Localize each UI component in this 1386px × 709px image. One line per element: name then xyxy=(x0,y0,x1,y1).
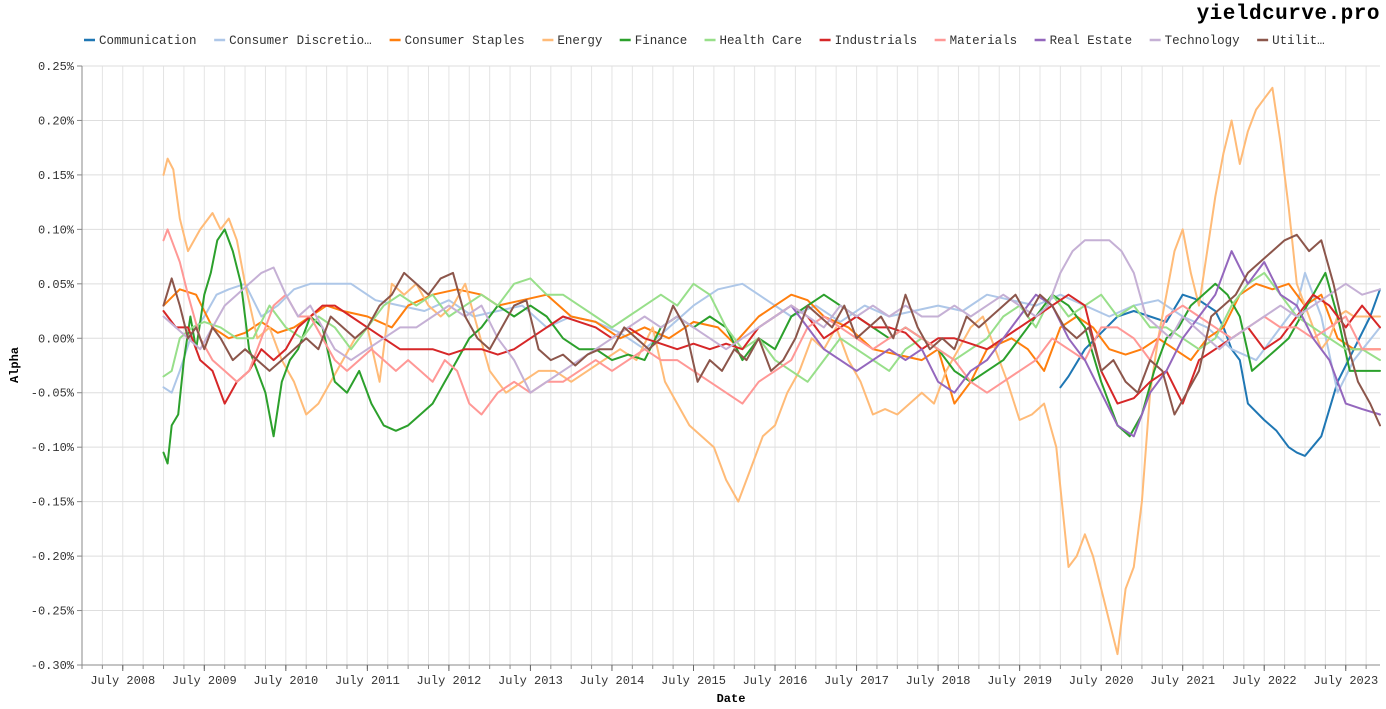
legend-label-health-care: Health Care xyxy=(720,34,803,48)
x-tick-label: July 2018 xyxy=(906,674,971,688)
y-tick-label: -0.20% xyxy=(31,550,75,564)
y-tick-label: -0.10% xyxy=(31,441,75,455)
x-tick-label: July 2021 xyxy=(1150,674,1215,688)
y-tick-label: -0.30% xyxy=(31,659,75,673)
y-tick-label: 0.15% xyxy=(38,169,75,183)
y-tick-label: 0.10% xyxy=(38,223,75,237)
legend-label-communication: Communication xyxy=(99,34,197,48)
y-tick-label: 0.00% xyxy=(38,332,75,346)
legend-label-real-estate: Real Estate xyxy=(1050,34,1133,48)
legend-label-finance: Finance xyxy=(635,34,688,48)
x-tick-label: July 2015 xyxy=(661,674,726,688)
y-tick-label: 0.25% xyxy=(38,60,75,74)
y-tick-label: -0.25% xyxy=(31,605,75,619)
legend-label-consumer-discretionary: Consumer Discretio… xyxy=(229,34,372,48)
x-tick-label: July 2012 xyxy=(416,674,481,688)
grid xyxy=(81,65,1380,666)
legend-label-consumer-staples: Consumer Staples xyxy=(405,34,525,48)
x-tick-label: July 2020 xyxy=(1069,674,1134,688)
y-tick-label: 0.05% xyxy=(38,278,75,292)
series-line-consumer-staples xyxy=(162,282,1381,405)
x-tick-label: July 2008 xyxy=(90,674,155,688)
x-tick-label: July 2011 xyxy=(335,674,400,688)
legend: Communication Consumer Discretio… Consumer… xyxy=(84,34,1325,48)
y-tick-label: 0.20% xyxy=(38,114,75,128)
x-tick-label: July 2017 xyxy=(824,674,889,688)
x-tick-label: July 2023 xyxy=(1313,674,1378,688)
series-line-utilities xyxy=(162,233,1381,427)
legend-label-technology: Technology xyxy=(1165,34,1241,48)
legend-label-materials: Materials xyxy=(950,34,1018,48)
x-tick-label: July 2010 xyxy=(253,674,318,688)
series-line-energy xyxy=(162,86,1381,656)
x-tick-label: July 2016 xyxy=(743,674,808,688)
x-tick-label: July 2009 xyxy=(172,674,237,688)
x-axis-title: Date xyxy=(717,692,746,706)
series-line-materials xyxy=(162,228,1381,416)
x-tick-label: July 2022 xyxy=(1232,674,1297,688)
axes: 0.25% 0.20% 0.15% 0.10% 0.05% 0.00% -0.05% -0.1… xyxy=(31,60,1380,688)
y-tick-label: -0.05% xyxy=(31,387,75,401)
series-line-technology xyxy=(162,239,1381,394)
y-tick-label: -0.15% xyxy=(31,496,75,510)
legend-label-utilities: Utilit… xyxy=(1272,34,1325,48)
y-axis-title: Alpha xyxy=(8,347,22,383)
legend-label-energy: Energy xyxy=(557,34,603,48)
series-lines xyxy=(162,86,1381,656)
brand-logo-text: yieldcurve.pro xyxy=(1196,3,1380,26)
series-line-real-estate xyxy=(790,250,1381,438)
legend-label-industrials: Industrials xyxy=(835,34,918,48)
x-tick-label: July 2019 xyxy=(987,674,1052,688)
x-tick-label: July 2013 xyxy=(498,674,563,688)
series-line-communication xyxy=(1059,288,1381,457)
x-tick-label: July 2014 xyxy=(580,674,645,688)
